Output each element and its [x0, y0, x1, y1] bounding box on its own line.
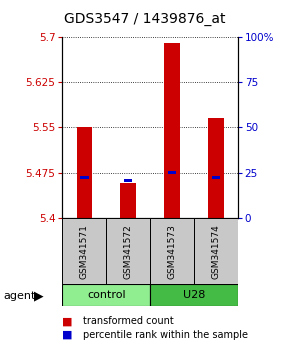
Bar [120, 183, 136, 218]
Bar [80, 177, 88, 179]
Bar [150, 284, 238, 306]
Text: U28: U28 [183, 290, 205, 300]
Text: control: control [87, 290, 126, 300]
Bar [124, 179, 132, 182]
Bar [212, 177, 220, 179]
Bar [168, 171, 176, 174]
Bar [194, 218, 238, 285]
Text: agent: agent [3, 291, 35, 301]
Bar [62, 218, 106, 285]
Text: ■: ■ [62, 330, 73, 339]
Text: GDS3547 / 1439876_at: GDS3547 / 1439876_at [64, 12, 226, 27]
Bar [164, 43, 180, 218]
Bar [77, 127, 92, 218]
Bar [106, 218, 150, 285]
Text: GSM341571: GSM341571 [80, 224, 89, 279]
Bar [208, 118, 224, 218]
Text: transformed count: transformed count [83, 316, 173, 326]
Bar [62, 284, 150, 306]
Text: GSM341572: GSM341572 [124, 224, 133, 279]
Bar [150, 218, 194, 285]
Text: ■: ■ [62, 316, 73, 326]
Text: ▶: ▶ [34, 290, 44, 303]
Text: GSM341573: GSM341573 [168, 224, 177, 279]
Text: percentile rank within the sample: percentile rank within the sample [83, 330, 248, 339]
Text: GSM341574: GSM341574 [211, 224, 220, 279]
